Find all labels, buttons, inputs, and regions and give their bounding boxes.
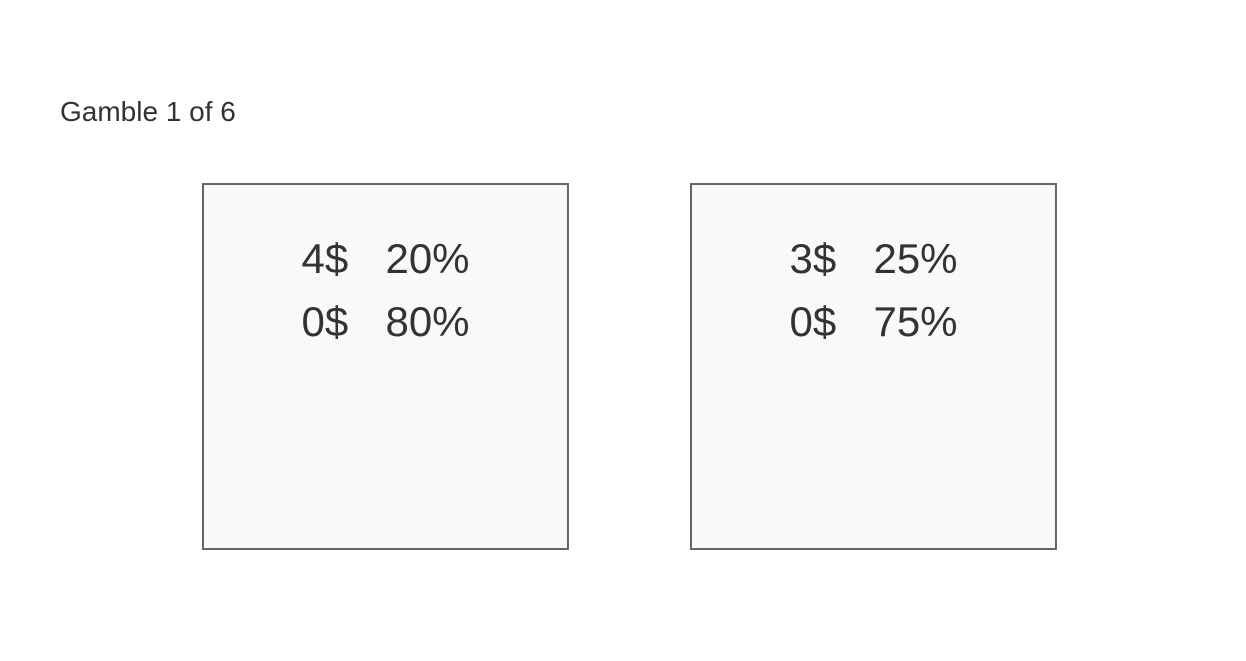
outcome-row: 0$ 80%: [301, 290, 469, 353]
outcome-list: 3$ 25% 0$ 75%: [692, 227, 1055, 353]
gamble-option-b[interactable]: 3$ 25% 0$ 75%: [690, 183, 1057, 550]
outcome-amount: 3$: [789, 235, 837, 282]
outcome-amount: 0$: [301, 298, 349, 345]
gamble-progress-title: Gamble 1 of 6: [60, 96, 236, 127]
outcome-list: 4$ 20% 0$ 80%: [204, 227, 567, 353]
outcome-probability: 20%: [385, 235, 470, 282]
outcome-row: 3$ 25%: [789, 227, 957, 290]
outcome-amount: 4$: [301, 235, 349, 282]
outcome-row: 0$ 75%: [789, 290, 957, 353]
outcome-row: 4$ 20%: [301, 227, 469, 290]
outcome-amount: 0$: [789, 298, 837, 345]
outcome-probability: 75%: [873, 298, 958, 345]
outcome-probability: 25%: [873, 235, 958, 282]
gamble-option-a[interactable]: 4$ 20% 0$ 80%: [202, 183, 569, 550]
outcome-probability: 80%: [385, 298, 470, 345]
